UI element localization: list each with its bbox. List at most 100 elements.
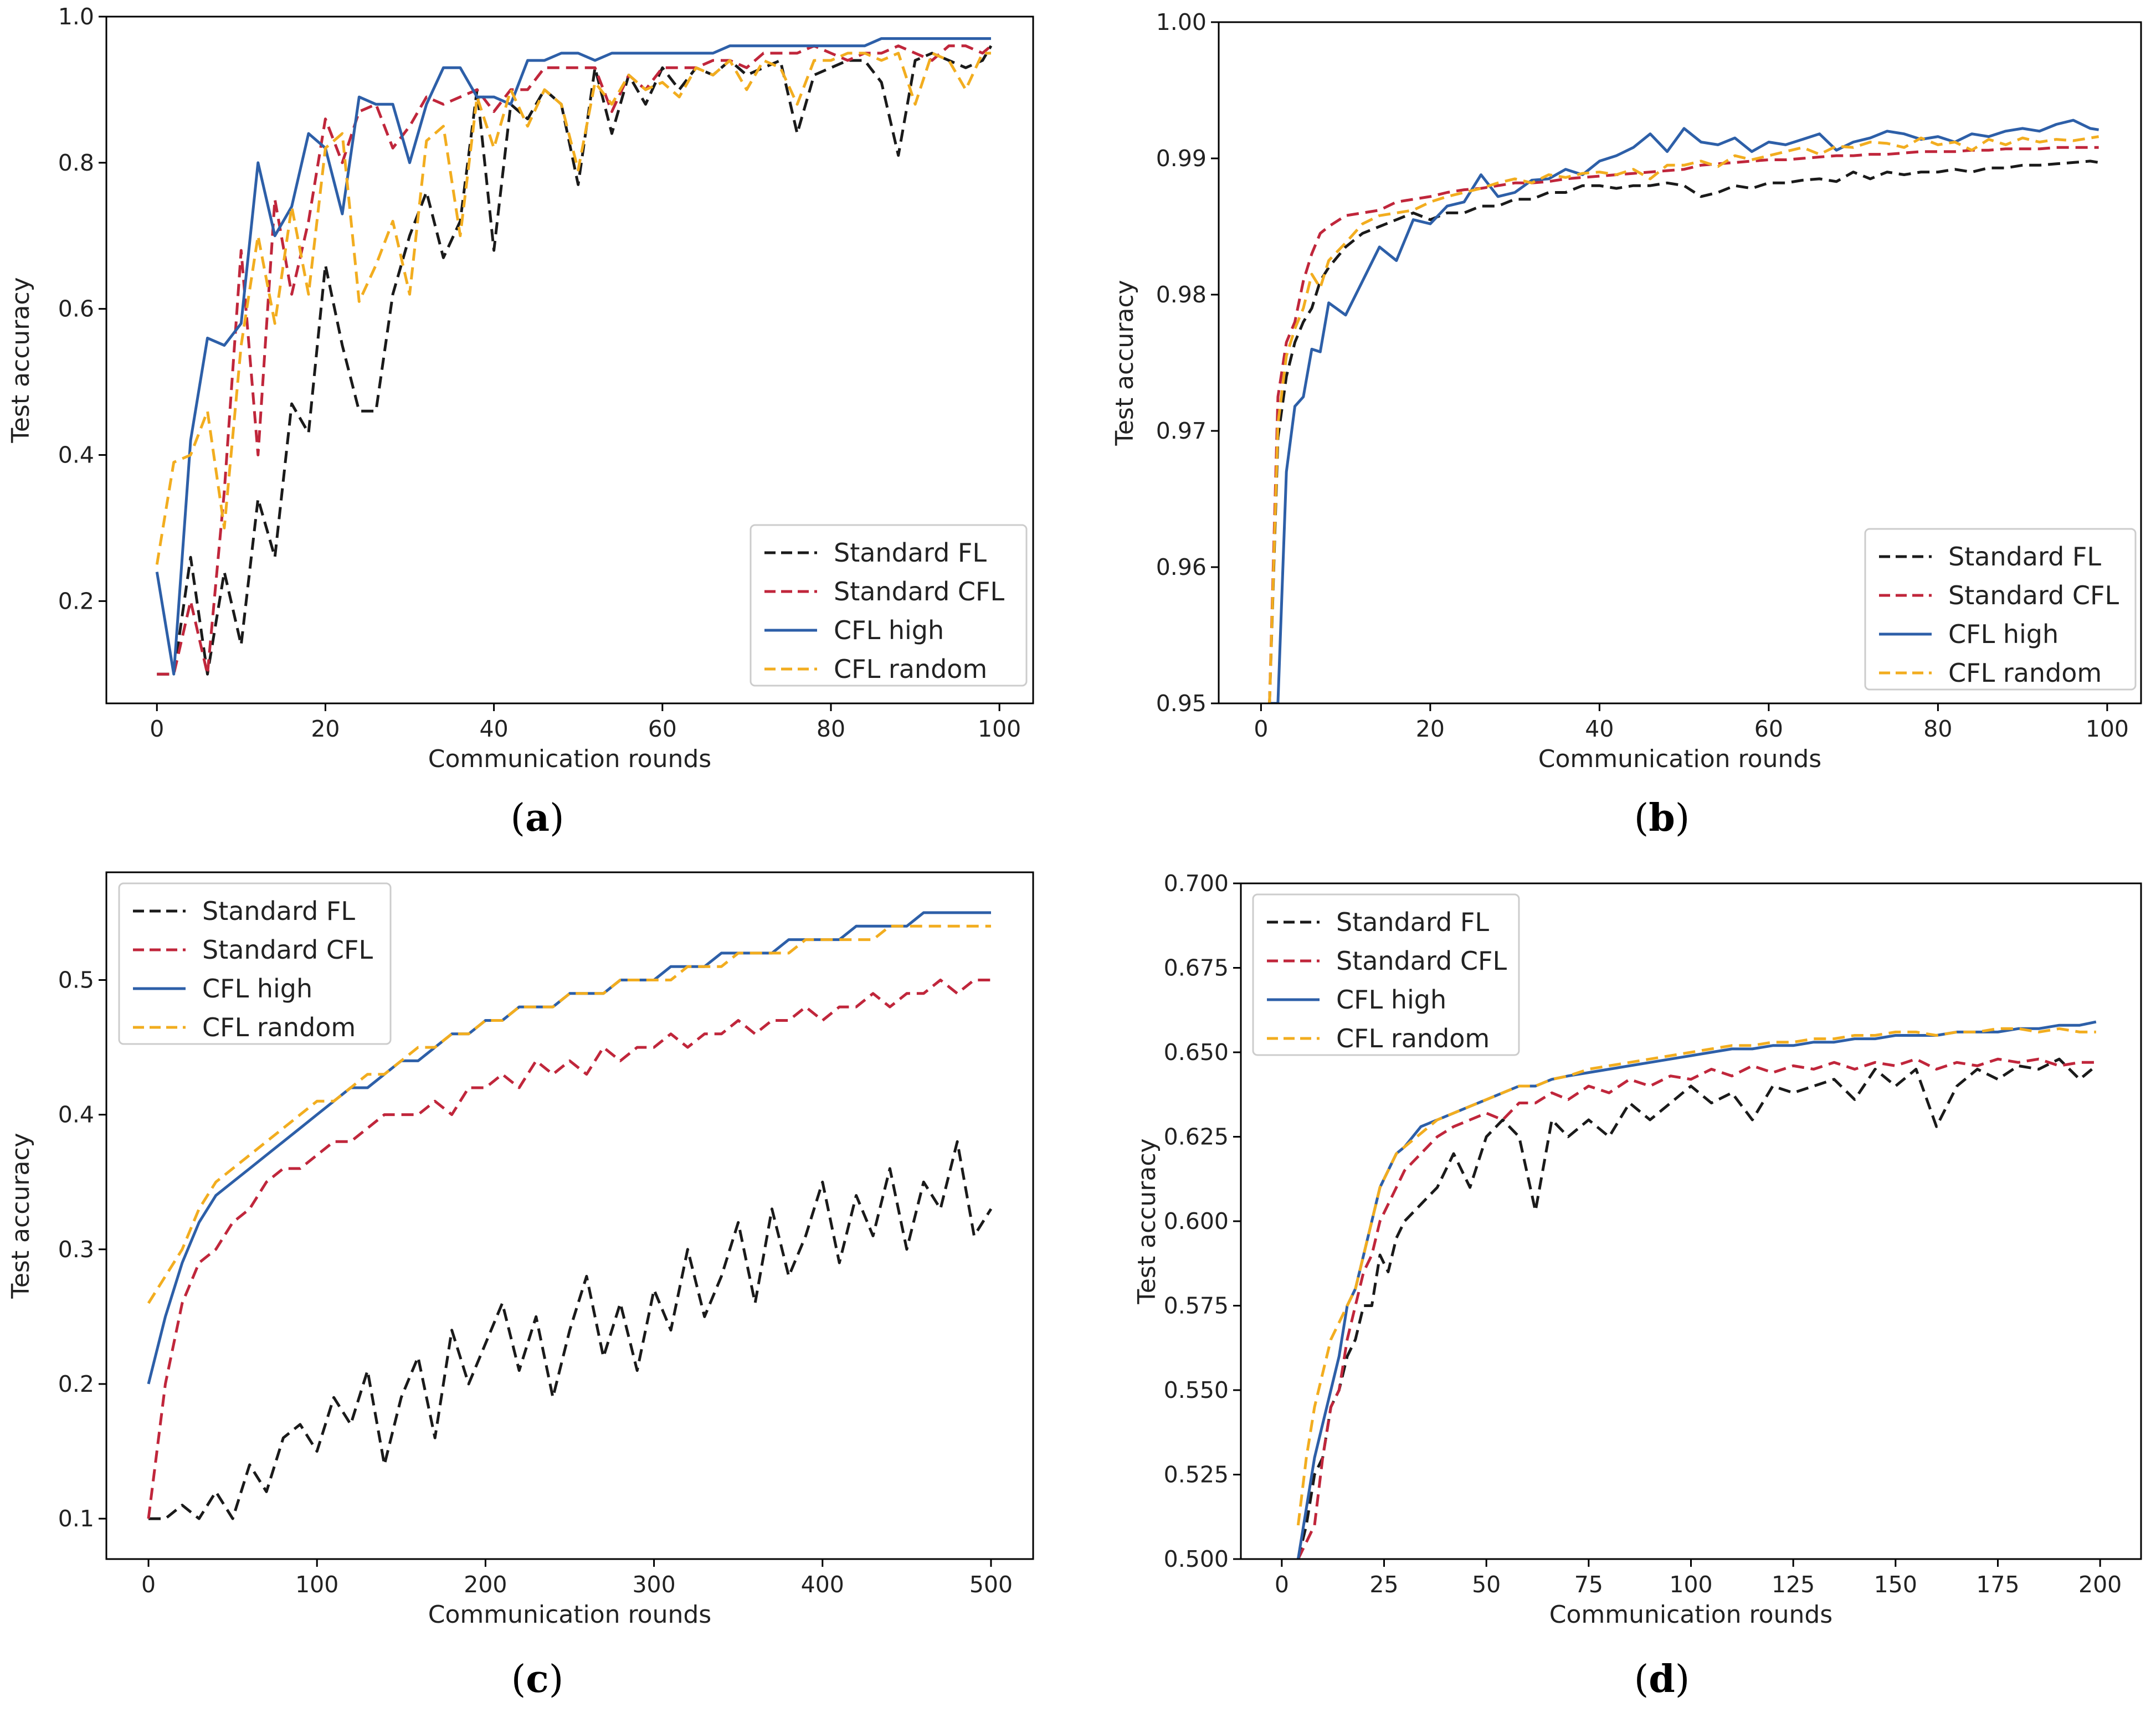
- series-line-cfl-random: [1296, 1027, 2096, 1526]
- legend: Standard FL Standard CFL CFL high CFL rando…: [118, 882, 392, 1045]
- y-tick-label: 0.4: [58, 441, 94, 468]
- series-line-cfl-random: [155, 52, 991, 565]
- x-axis-label: Communication rounds: [1549, 1601, 1832, 1629]
- x-tick-label: 0: [150, 716, 164, 742]
- legend: Standard FL Standard CFL CFL high CFL rando…: [750, 524, 1028, 687]
- y-tick-label: 0.96: [1156, 554, 1207, 580]
- plot-area: [1296, 1020, 2097, 1559]
- series-line-cfl-high: [147, 911, 991, 1385]
- series-line-standard-fl: [1296, 1057, 2097, 1559]
- x-tick-label: 40: [480, 716, 509, 742]
- y-tick-label: 0.2: [58, 588, 94, 614]
- axes-frame: [105, 16, 1034, 704]
- x-tick-label: 20: [1416, 716, 1445, 742]
- plot-area: [1268, 119, 2099, 703]
- x-axis-label: Communication rounds: [428, 745, 711, 773]
- legend-entry: CFL high: [1948, 619, 2059, 649]
- x-tick-label: 50: [1472, 1571, 1501, 1598]
- legend-entry: Standard FL: [834, 538, 987, 568]
- y-tick-label: 0.97: [1156, 418, 1207, 444]
- x-tick-label: 500: [969, 1571, 1013, 1598]
- y-tick-label: 0.1: [58, 1505, 94, 1532]
- x-tick-label: 60: [1754, 716, 1783, 742]
- y-tick-label: 0.99: [1156, 145, 1207, 172]
- legend-entry: CFL random: [1336, 1023, 1490, 1053]
- series-line-standard-cfl: [1297, 1057, 2096, 1559]
- legend-entry: CFL random: [834, 654, 987, 684]
- legend-entry: CFL high: [1336, 985, 1446, 1015]
- series-line-cfl-high: [1296, 1020, 2097, 1559]
- y-tick-label: 0.575: [1164, 1293, 1229, 1319]
- y-tick-label: 0.700: [1164, 870, 1229, 897]
- legend: Standard FL Standard CFL CFL high CFL rando…: [1864, 528, 2137, 691]
- legend-entry: Standard FL: [202, 896, 355, 926]
- x-tick-label: 0: [1275, 1571, 1289, 1598]
- plot-area: [155, 37, 993, 676]
- x-tick-label: 175: [1976, 1571, 2019, 1598]
- x-tick-label: 200: [464, 1571, 507, 1598]
- x-tick-label: 100: [1669, 1571, 1712, 1598]
- y-tick-label: 1.0: [58, 3, 94, 30]
- x-tick-label: 40: [1585, 716, 1614, 742]
- x-tick-label: 75: [1574, 1571, 1603, 1598]
- series-line-cfl-high: [155, 37, 991, 676]
- legend-entry: CFL high: [834, 615, 944, 645]
- legend-entry: CFL random: [1948, 658, 2102, 688]
- y-tick-label: 0.4: [58, 1102, 94, 1128]
- x-tick-label: 25: [1369, 1571, 1398, 1598]
- y-tick-label: 0.98: [1156, 281, 1207, 308]
- y-tick-label: 1.00: [1156, 9, 1207, 35]
- series-line-standard-cfl: [147, 979, 991, 1519]
- x-tick-label: 100: [295, 1571, 338, 1598]
- x-axis-label: Communication rounds: [428, 1601, 711, 1629]
- y-tick-label: 0.525: [1164, 1462, 1229, 1488]
- x-tick-label: 0: [1254, 716, 1268, 742]
- series-line-standard-fl: [148, 1140, 993, 1520]
- plot-area: [147, 911, 993, 1520]
- legend-entry: Standard FL: [1336, 907, 1489, 937]
- y-tick-label: 0.95: [1156, 690, 1207, 717]
- x-tick-label: 20: [311, 716, 340, 742]
- chart-b: 0 20 40 60 80 100 0.95 0.96 0.97 0.98 0.99 1.00 Comm…: [1111, 9, 2142, 840]
- legend-entry: Standard CFL: [1336, 946, 1507, 976]
- y-tick-label: 0.6: [58, 296, 94, 322]
- y-tick-label: 0.8: [58, 150, 94, 176]
- chart-c: 0 100 200 300 400 500 0.1 0.2 0.3 0.4 0.5 Communica…: [7, 871, 1034, 1701]
- y-tick-label: 0.2: [58, 1371, 94, 1397]
- x-axis-label: Communication rounds: [1538, 745, 1821, 773]
- panel-caption: (c): [511, 1657, 563, 1701]
- legend: Standard FL Standard CFL CFL high CFL rando…: [1252, 893, 1520, 1056]
- legend-entry: Standard CFL: [1948, 580, 2119, 610]
- x-tick-label: 150: [1874, 1571, 1917, 1598]
- axes-frame: [1218, 21, 2142, 704]
- x-tick-label: 0: [141, 1571, 156, 1598]
- legend-entry: Standard FL: [1948, 542, 2101, 572]
- series-line-cfl-random: [147, 924, 991, 1304]
- x-tick-label: 200: [2078, 1571, 2122, 1598]
- x-tick-label: 400: [801, 1571, 844, 1598]
- x-tick-label: 300: [632, 1571, 675, 1598]
- y-tick-label: 0.500: [1164, 1546, 1229, 1572]
- y-axis-label: Test accuracy: [1133, 1138, 1161, 1304]
- y-axis-label: Test accuracy: [7, 277, 35, 443]
- y-tick-label: 0.3: [58, 1236, 94, 1263]
- series-line-standard-cfl: [157, 44, 992, 676]
- axes-frame: [105, 871, 1034, 1560]
- x-tick-label: 80: [1923, 716, 1952, 742]
- series-line-cfl-high: [1269, 119, 2099, 703]
- series-line-cfl-random: [1268, 135, 2099, 703]
- series-line-standard-fl: [157, 45, 993, 676]
- legend-entry: CFL random: [202, 1012, 356, 1042]
- y-axis-label: Test accuracy: [1111, 280, 1139, 446]
- x-tick-label: 60: [648, 716, 677, 742]
- y-tick-label: 0.600: [1164, 1208, 1229, 1235]
- chart-d: 0 25 50 75 100 125 150 175 200 0.500 0.525 0.550 0.5…: [1133, 870, 2142, 1701]
- chart-a: 0 20 40 60 80 100 0.2 0.4 0.6 0.8 1.0 Communication…: [7, 3, 1034, 840]
- panel-caption: (b): [1634, 796, 1690, 840]
- legend-entry: Standard CFL: [202, 935, 373, 965]
- y-tick-label: 0.5: [58, 967, 94, 994]
- y-axis-label: Test accuracy: [7, 1133, 35, 1299]
- series-line-standard-fl: [1268, 160, 2099, 703]
- y-tick-label: 0.675: [1164, 955, 1229, 981]
